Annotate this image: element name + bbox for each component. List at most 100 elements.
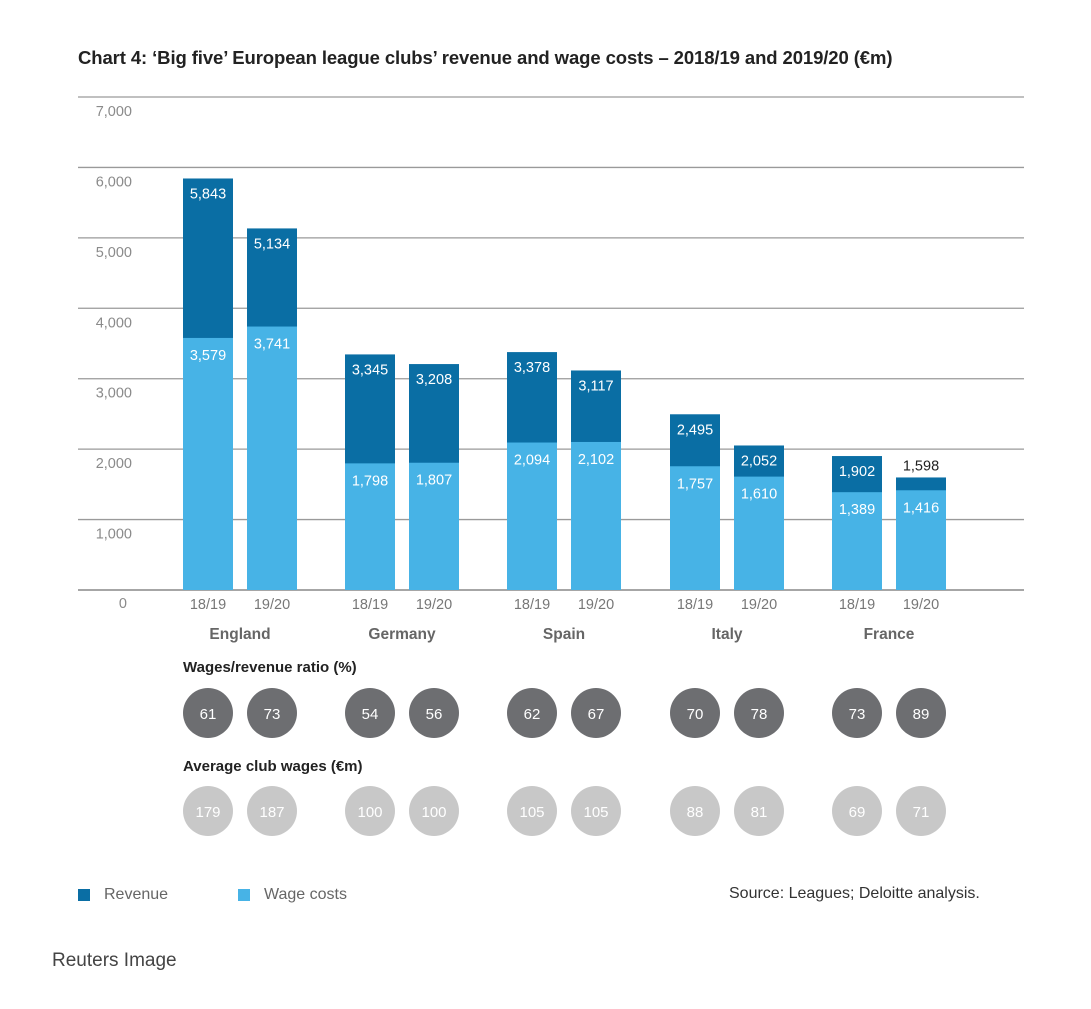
- ratio-circle: [409, 688, 459, 738]
- ratio-circle: [832, 688, 882, 738]
- y-tick-label: 5,000: [96, 245, 132, 261]
- avg-wage-value: 100: [421, 804, 446, 821]
- league-label: Germany: [368, 626, 436, 643]
- league-label: Spain: [543, 626, 585, 643]
- wage-data-label: 1,416: [903, 500, 939, 516]
- season-tick-label: 18/19: [677, 597, 713, 613]
- wage-data-label: 1,389: [839, 502, 875, 518]
- revenue-data-label: 1,902: [839, 464, 875, 480]
- season-tick-label: 19/20: [741, 597, 777, 613]
- avg-wage-circle: [571, 786, 621, 836]
- avg-wage-value: 100: [357, 804, 382, 821]
- season-tick-label: 18/19: [839, 597, 875, 613]
- y-tick-label: 1,000: [96, 527, 132, 543]
- avg-wage-circle: [247, 786, 297, 836]
- ratio-circle: [670, 688, 720, 738]
- legend-revenue: Revenue: [78, 886, 168, 904]
- source-note: Source: Leagues; Deloitte analysis.: [729, 885, 980, 902]
- ratio-circle: [896, 688, 946, 738]
- avg-wage-circle: [832, 786, 882, 836]
- image-caption: Reuters Image: [52, 950, 177, 971]
- y-tick-label: 4,000: [96, 315, 132, 331]
- ratio-value: 67: [588, 706, 605, 723]
- revenue-data-label: 3,345: [352, 362, 388, 378]
- league-label: England: [209, 626, 270, 643]
- bar-wage-spain-0: [507, 442, 557, 590]
- season-tick-label: 18/19: [514, 597, 550, 613]
- bar-wage-italy-0: [670, 466, 720, 590]
- revenue-data-label: 5,134: [254, 236, 290, 252]
- legend-revenue-label: Revenue: [104, 886, 169, 903]
- y-tick-label: 3,000: [96, 386, 132, 402]
- avg-wage-value: 179: [195, 804, 220, 821]
- season-tick-label: 18/19: [190, 597, 226, 613]
- avg-wage-circle: [409, 786, 459, 836]
- y-tick-label: 2,000: [96, 456, 132, 472]
- season-tick-label: 18/19: [352, 597, 388, 613]
- bar-wage-france-0: [832, 492, 882, 590]
- legend-wage-costs: Wage costs: [238, 886, 347, 904]
- season-tick-label: 19/20: [254, 597, 290, 613]
- bar-wage-germany-0: [345, 463, 395, 590]
- ratio-value: 70: [687, 706, 704, 723]
- avg-wage-value: 187: [259, 804, 284, 821]
- bar-wage-germany-1: [409, 462, 459, 590]
- wage-data-label: 1,610: [741, 487, 777, 503]
- chart-title: Chart 4: ‘Big five’ European league club…: [78, 47, 893, 68]
- revenue-data-label: 3,208: [416, 372, 452, 388]
- ratio-value: 73: [849, 706, 866, 723]
- legend-revenue-swatch: [78, 889, 90, 901]
- revenue-data-label: 2,495: [677, 422, 713, 438]
- ratio-value: 56: [426, 706, 443, 723]
- wage-data-label: 2,102: [578, 452, 614, 468]
- bar-wage-spain-1: [571, 441, 621, 590]
- wage-data-label: 3,579: [190, 348, 226, 364]
- avg-wage-circle: [183, 786, 233, 836]
- avg-wage-value: 69: [849, 804, 866, 821]
- revenue-data-label: 2,052: [741, 453, 777, 469]
- revenue-data-label: 3,117: [578, 378, 613, 394]
- avg-wage-value: 81: [751, 804, 768, 821]
- ratio-value: 73: [264, 706, 281, 723]
- league-label: France: [864, 626, 915, 643]
- avg-wage-circle: [345, 786, 395, 836]
- ratio-value: 54: [362, 706, 379, 723]
- wage-data-label: 1,798: [352, 473, 388, 489]
- avg-wage-value: 71: [913, 804, 930, 821]
- avg-wage-circle: [670, 786, 720, 836]
- wage-data-label: 3,741: [254, 337, 290, 353]
- bar-wage-italy-1: [734, 476, 784, 590]
- wage-data-label: 2,094: [514, 453, 550, 469]
- bar-wage-england-0: [183, 337, 233, 590]
- ratio-circle: [247, 688, 297, 738]
- ratio-value: 89: [913, 706, 930, 723]
- ratio-value: 78: [751, 706, 768, 723]
- y-tick-label: 0: [119, 596, 127, 612]
- season-tick-label: 19/20: [903, 597, 939, 613]
- bar-wage-england-1: [247, 326, 297, 590]
- avg-wages-section-title: Average club wages (€m): [183, 758, 363, 775]
- legend-wage-swatch: [238, 889, 250, 901]
- ratio-circle: [734, 688, 784, 738]
- wage-data-label: 1,807: [416, 473, 452, 489]
- legend-wage-label: Wage costs: [264, 886, 347, 903]
- ratio-circle: [183, 688, 233, 738]
- avg-wage-value: 88: [687, 804, 704, 821]
- ratio-circle: [507, 688, 557, 738]
- bar-wage-france-1: [896, 490, 946, 590]
- revenue-data-label: 1,598: [903, 458, 939, 474]
- season-tick-label: 19/20: [416, 597, 452, 613]
- avg-wage-value: 105: [583, 804, 608, 821]
- avg-wage-circle: [507, 786, 557, 836]
- wage-data-label: 1,757: [677, 476, 713, 492]
- ratio-circle: [345, 688, 395, 738]
- revenue-data-label: 5,843: [190, 186, 226, 202]
- ratio-circle: [571, 688, 621, 738]
- ratio-value: 62: [524, 706, 541, 723]
- avg-wage-value: 105: [519, 804, 544, 821]
- season-tick-label: 19/20: [578, 597, 614, 613]
- bar-chart: 0 1,000 2,000 3,000 4,000 5,000 6,000 7,000 5,84…: [78, 96, 1024, 836]
- y-tick-label: 6,000: [96, 174, 132, 190]
- revenue-data-label: 3,378: [514, 360, 550, 376]
- avg-wage-circle: [896, 786, 946, 836]
